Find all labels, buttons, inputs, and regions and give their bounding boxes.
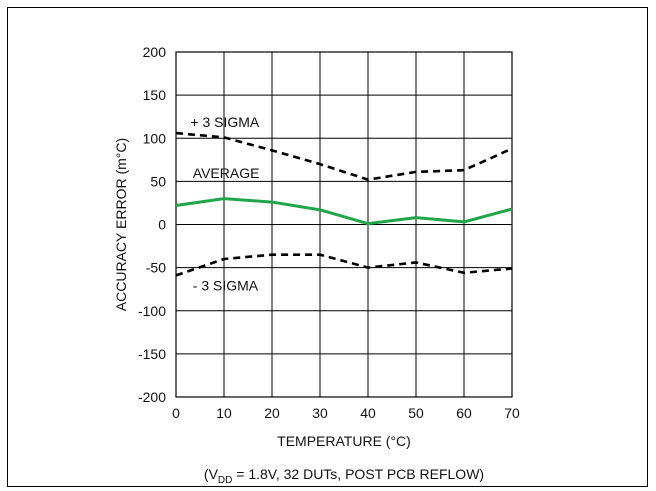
y-tick-label: -200 [138, 389, 166, 405]
y-tick-label: 100 [143, 130, 167, 146]
chart-frame [7, 7, 648, 487]
series-annotation: AVERAGE [193, 165, 260, 181]
series-line-average [175, 197, 513, 226]
series-line-3-sigma [175, 131, 513, 181]
y-tick-label: -50 [146, 260, 166, 276]
plot-border [175, 51, 513, 398]
x-tick-label: 30 [312, 405, 328, 421]
x-tick-label: 20 [264, 405, 280, 421]
y-tick-label: -100 [138, 303, 166, 319]
x-axis-label: TEMPERATURE (°C) [277, 433, 411, 449]
x-tick-label: 60 [456, 405, 472, 421]
annotations: + 3 SIGMA AVERAGE - 3 SIGMA [190, 114, 260, 294]
x-tick-label: 0 [172, 405, 180, 421]
x-tick-labels: 0 10 20 30 40 50 60 70 [172, 405, 520, 421]
x-tick-label: 40 [360, 405, 376, 421]
chart-footnote: (VDD = 1.8V, 32 DUTs, POST PCB REFLOW) [204, 466, 484, 486]
series-annotation: + 3 SIGMA [190, 114, 260, 130]
x-tick-label: 10 [216, 405, 232, 421]
y-tick-label: 200 [143, 44, 167, 60]
x-tick-label: 70 [504, 405, 520, 421]
series-layer [175, 131, 513, 277]
footnote-prefix: (V [204, 466, 219, 482]
x-tick-label: 50 [408, 405, 424, 421]
y-tick-labels: 200 150 100 50 0 -50 -100 -150 -200 [138, 44, 166, 405]
series-annotation: - 3 SIGMA [193, 278, 259, 294]
grid [175, 51, 513, 398]
y-tick-label: 150 [143, 87, 167, 103]
y-axis-label: ACCURACY ERROR (m°C) [113, 138, 129, 311]
y-tick-label: 50 [150, 173, 166, 189]
y-tick-label: 0 [158, 217, 166, 233]
series-line-3-sigma [175, 253, 513, 277]
footnote-suffix: = 1.8V, 32 DUTs, POST PCB REFLOW) [232, 466, 484, 482]
footnote-subscript: DD [218, 475, 232, 486]
y-tick-label: -150 [138, 346, 166, 362]
